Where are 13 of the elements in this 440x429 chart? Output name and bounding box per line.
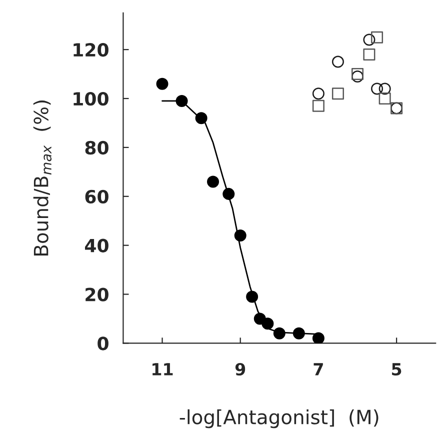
- y-tick-label: 120: [74, 43, 108, 57]
- y-axis-title: Bound/B$_{max}$ (%): [33, 100, 52, 256]
- x-tick-label: 9: [235, 362, 246, 376]
- y-tick-label: 100: [74, 92, 108, 106]
- y-tick-label: 80: [85, 140, 108, 155]
- x-tick-label: 7: [314, 363, 323, 376]
- y-tick-label: 20: [86, 288, 108, 302]
- x-axis-title: -log[Antagonist] (M): [180, 409, 378, 428]
- x-tick-label: 11: [152, 363, 173, 376]
- y-tick-label: 40: [85, 238, 108, 252]
- y-tick-label: 0: [98, 336, 108, 350]
- y-tick-label: 60: [85, 190, 108, 204]
- x-tick-label: 5: [392, 363, 402, 376]
